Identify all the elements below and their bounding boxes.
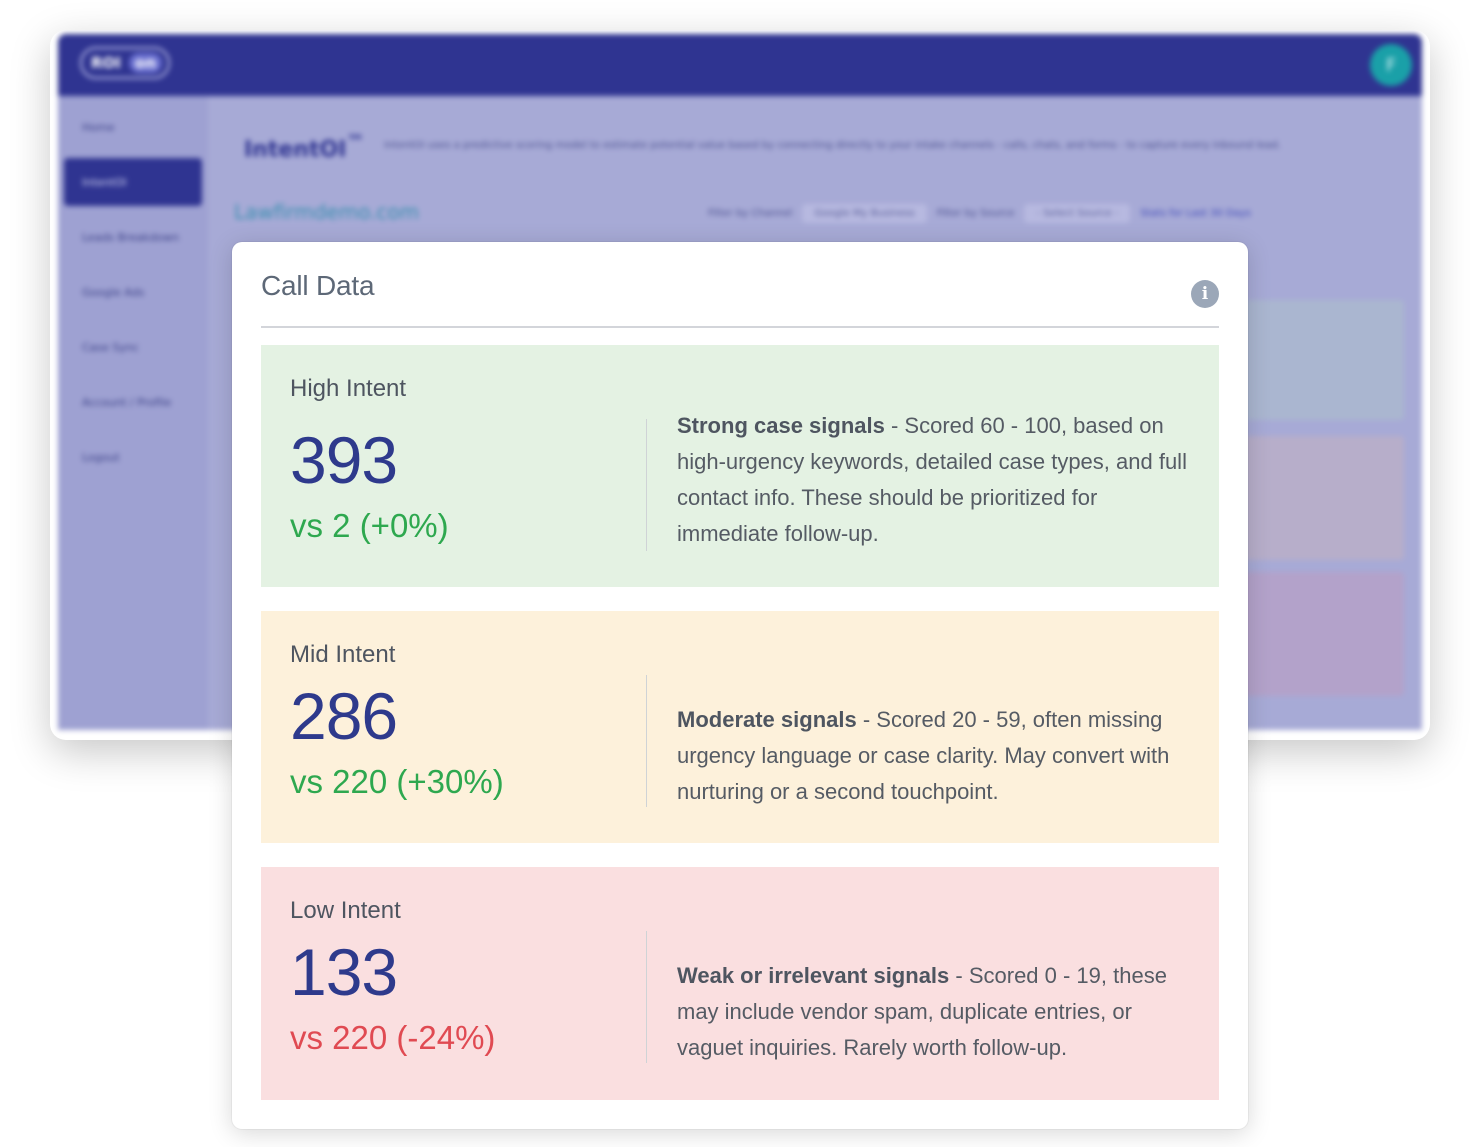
high-intent-panel: High Intent 393 vs 2 (+0%) Strong case s… <box>261 345 1219 587</box>
tier-label: Low Intent <box>290 897 401 924</box>
call-data-card: Call Data i High Intent 393 vs 2 (+0%) S… <box>232 242 1248 1129</box>
filter-bar: Filter by Channel Google My Business Fil… <box>708 204 1251 223</box>
product-title-text: IntentOI <box>244 137 347 163</box>
tier-comparison: vs 220 (-24%) <box>290 1019 496 1056</box>
source-filter-select[interactable]: - Select Source - <box>1024 204 1131 223</box>
tier-description: Strong case signals - Scored 60 - 100, b… <box>677 408 1197 552</box>
sidebar-item-account-profile[interactable]: Account / Profile <box>82 395 172 409</box>
bg-mid-intent-card <box>1244 436 1404 560</box>
sidebar-item-intentoi[interactable]: IntentOI <box>64 158 202 206</box>
tier-description-text: - Scored 0 - 19, these may include vendo… <box>677 963 1167 1060</box>
logo-text-right: on <box>128 53 162 73</box>
tier-description-bold: Moderate signals <box>677 707 857 732</box>
sidebar-item-home[interactable]: Home <box>82 120 115 134</box>
tier-count: 133 <box>290 935 398 1009</box>
source-filter-label: Filter by Source <box>936 208 1015 219</box>
tier-divider <box>646 675 647 807</box>
tier-comparison: vs 220 (+30%) <box>290 763 504 800</box>
tier-count: 286 <box>290 679 398 753</box>
info-icon[interactable]: i <box>1191 280 1219 308</box>
tier-divider <box>646 931 647 1063</box>
sidebar-item-case-sync[interactable]: Case Sync <box>82 340 139 354</box>
tier-description-bold: Weak or irrelevant signals <box>677 963 950 988</box>
mid-intent-panel: Mid Intent 286 vs 220 (+30%) Moderate si… <box>261 611 1219 843</box>
tier-description-text: - Scored 20 - 59, often missing urgency … <box>677 707 1170 804</box>
channel-filter-select[interactable]: Google My Business <box>802 204 927 223</box>
tier-label: Mid Intent <box>290 641 396 668</box>
tier-description-text: - Scored 60 - 100, based on high-urgency… <box>677 413 1187 546</box>
bg-low-intent-card <box>1244 572 1404 696</box>
card-header: Call Data i <box>261 270 1219 328</box>
roi-on-logo[interactable]: ROI on <box>80 47 170 79</box>
product-title: IntentOI™ <box>244 132 365 162</box>
app-topbar: ROI on F <box>58 34 1422 96</box>
user-avatar[interactable]: F <box>1370 44 1412 86</box>
domain-name: Lawfirmdemo.com <box>234 200 420 224</box>
channel-filter-label: Filter by Channel <box>708 208 793 219</box>
card-title: Call Data <box>261 270 375 301</box>
tier-count: 393 <box>290 423 398 497</box>
sidebar-item-google-ads[interactable]: Google Ads <box>82 285 145 299</box>
sidebar: Home IntentOI Leads Breakdown Google Ads… <box>58 96 208 730</box>
tier-description: Weak or irrelevant signals - Scored 0 - … <box>677 958 1197 1066</box>
bg-high-intent-card <box>1244 300 1404 420</box>
tier-description: Moderate signals - Scored 20 - 59, often… <box>677 702 1197 810</box>
product-description: IntentOI uses a predictive scoring model… <box>384 140 1281 151</box>
logo-text-left: ROI <box>91 54 121 72</box>
sidebar-item-leads-breakdown[interactable]: Leads Breakdown <box>82 230 180 244</box>
tier-label: High Intent <box>290 375 407 402</box>
sidebar-item-logout[interactable]: Logout <box>82 450 120 464</box>
tier-description-bold: Strong case signals <box>677 413 885 438</box>
tier-comparison: vs 2 (+0%) <box>290 507 449 544</box>
stats-period-dropdown[interactable]: Stats for Last 30 Days <box>1140 208 1251 219</box>
low-intent-panel: Low Intent 133 vs 220 (-24%) Weak or irr… <box>261 867 1219 1100</box>
product-title-mark: ™ <box>346 132 365 153</box>
tier-divider <box>646 419 647 551</box>
